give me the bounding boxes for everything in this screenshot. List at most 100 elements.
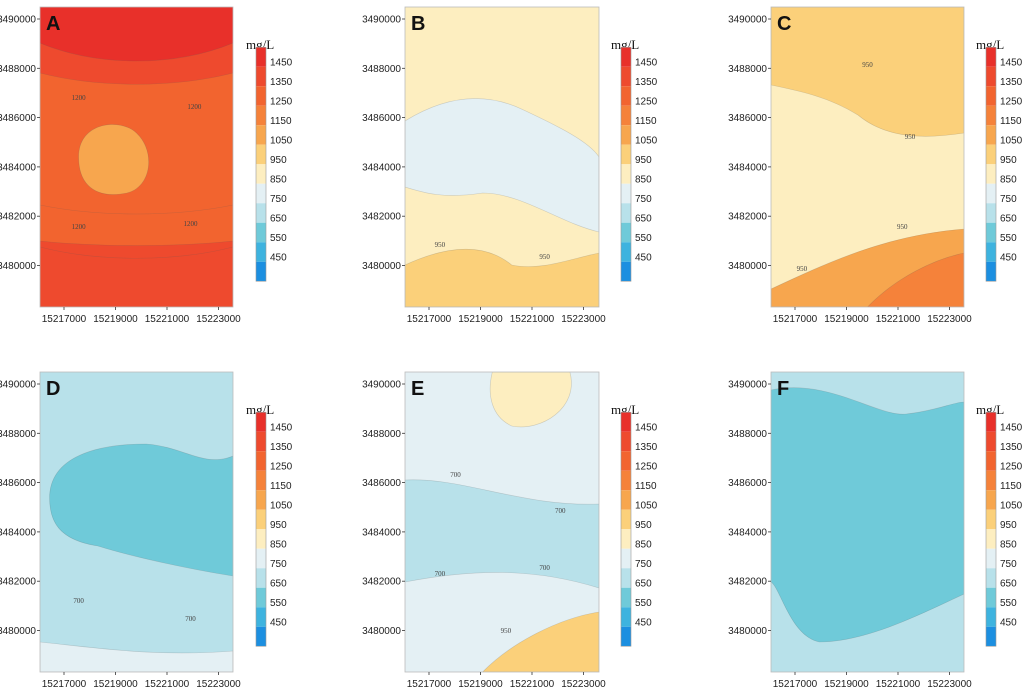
x-tick-label: 15219000 (824, 314, 869, 325)
x-tick-label: 15219000 (458, 679, 503, 689)
colorbar-frame (985, 411, 997, 647)
contour-label: 1200 (72, 94, 87, 102)
colorbar-unit: mg/L (246, 402, 274, 417)
colorbar-swatch (256, 529, 266, 549)
y-tick-label: 3490000 (728, 380, 767, 391)
panel-letter: C (777, 13, 791, 35)
colorbar-label: 1250 (635, 462, 658, 473)
x-tick-label: 15217000 (42, 679, 87, 689)
colorbar-swatch (621, 222, 631, 243)
colorbar-swatch (621, 431, 631, 452)
colorbar-label: 650 (270, 214, 287, 225)
colorbar-swatch (621, 451, 631, 471)
contour-map (405, 372, 599, 672)
colorbar-swatch (986, 412, 996, 432)
colorbar-swatch (256, 125, 266, 145)
colorbar-swatch (621, 529, 631, 549)
contour-label: 700 (435, 570, 446, 578)
colorbar-label: 550 (270, 233, 287, 244)
colorbar-swatch (621, 86, 631, 106)
colorbar-swatch (621, 261, 631, 282)
y-tick-label: 3484000 (728, 527, 767, 538)
y-tick-label: 3490000 (0, 380, 36, 391)
colorbar-swatch (256, 587, 266, 608)
colorbar-swatch (986, 66, 996, 87)
x-tick-label: 15219000 (93, 679, 138, 689)
panel-letter: D (46, 378, 60, 400)
colorbar-swatch (986, 203, 996, 223)
colorbar-label: 850 (1000, 175, 1017, 186)
colorbar-frame (255, 46, 267, 282)
colorbar-label: 1250 (1000, 97, 1023, 108)
colorbar-label: 1050 (1000, 501, 1023, 512)
zone-850 (489, 372, 572, 428)
colorbar-label: 1250 (270, 97, 293, 108)
x-tick-label: 15219000 (93, 314, 138, 325)
x-tick-label: 15223000 (561, 314, 606, 325)
y-tick-label: 3488000 (728, 429, 767, 440)
panel-b: 950 950 B 3490000 3488000 3486000 3484000 34820… (362, 6, 658, 325)
colorbar-swatch (256, 203, 266, 223)
colorbar: mg/L 1450 1350 1250 1150 1050 950 850 750 650 550 4… (611, 37, 658, 282)
panel-e: 700 700 700 700 950 E 3490000 3488000 3486000 348… (362, 371, 658, 689)
colorbar-unit: mg/L (976, 402, 1004, 417)
colorbar-label: 1150 (270, 481, 292, 492)
colorbar-swatch (621, 490, 631, 510)
colorbar-label: 850 (635, 540, 652, 551)
x-tick-label: 15221000 (876, 679, 921, 689)
colorbar-swatch (986, 86, 996, 106)
colorbar-label: 950 (270, 155, 287, 166)
colorbar-swatch (621, 66, 631, 87)
colorbar-unit: mg/L (976, 37, 1004, 52)
colorbar-label: 650 (635, 214, 652, 225)
colorbar-swatch (256, 242, 266, 262)
colorbar-swatch (986, 105, 996, 126)
colorbar-label: 1050 (270, 501, 293, 512)
colorbar-swatch (621, 105, 631, 126)
colorbar-swatch (256, 47, 266, 67)
zone-750 (405, 98, 599, 233)
colorbar-label: 1350 (270, 442, 293, 453)
colorbar: mg/L 1450 1350 1250 1150 1050 950 850 750 650 550 4… (976, 37, 1023, 282)
colorbar-label: 450 (270, 253, 287, 264)
y-tick-label: 3484000 (0, 527, 36, 538)
y-tick-label: 3490000 (0, 15, 36, 26)
colorbar-label: 1450 (1000, 58, 1023, 69)
plot-frame (39, 6, 234, 308)
y-tick-label: 3488000 (362, 64, 401, 75)
colorbar-label: 1350 (635, 77, 658, 88)
colorbar-swatch (986, 587, 996, 608)
x-tick-label: 15219000 (824, 679, 869, 689)
zone-550 (771, 387, 964, 643)
colorbar-label: 1350 (635, 442, 658, 453)
contour-label: 950 (862, 61, 873, 69)
y-tick-label: 3486000 (0, 478, 36, 489)
panel-letter: E (411, 378, 424, 400)
contour-label: 950 (797, 265, 808, 273)
plot-frame (404, 6, 600, 308)
colorbar-label: 450 (1000, 253, 1017, 264)
colorbar-label: 1450 (270, 58, 293, 69)
colorbar-label: 550 (635, 598, 652, 609)
colorbar-swatch (256, 626, 266, 647)
colorbar-swatch (621, 183, 631, 204)
colorbar-unit: mg/L (611, 402, 639, 417)
colorbar-label: 650 (1000, 214, 1017, 225)
colorbar-label: 1150 (270, 116, 292, 127)
y-tick-label: 3486000 (0, 113, 36, 124)
contour-map (40, 7, 233, 307)
colorbar-label: 750 (635, 194, 652, 205)
colorbar-label: 1250 (635, 97, 658, 108)
colorbar-swatch (986, 261, 996, 282)
y-tick-label: 3486000 (728, 478, 767, 489)
colorbar-swatch (256, 261, 266, 282)
y-tick-label: 3480000 (362, 626, 401, 637)
colorbar-label: 1050 (635, 501, 658, 512)
colorbar-label: 1350 (1000, 77, 1023, 88)
y-tick-label: 3480000 (728, 626, 767, 637)
contour-map (405, 7, 599, 307)
panel-a: 1200 1200 1200 1200 A 3490000 3488000 3486000 34… (0, 6, 293, 325)
colorbar-label: 950 (1000, 520, 1017, 531)
colorbar-swatch (621, 626, 631, 647)
contour-map (771, 372, 964, 672)
